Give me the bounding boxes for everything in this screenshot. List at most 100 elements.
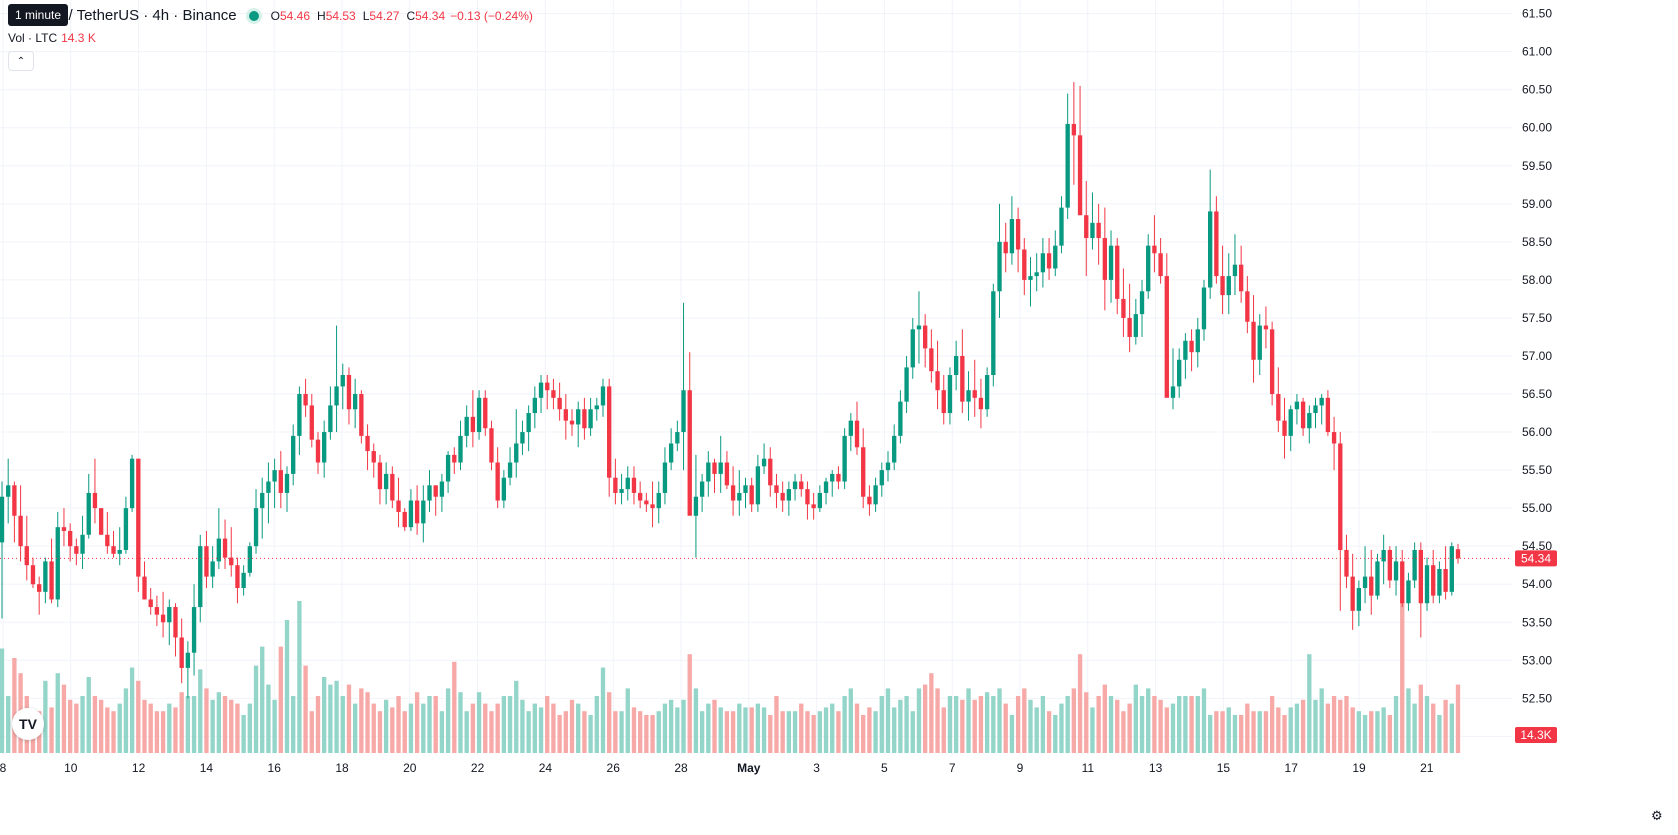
volume-bar [737, 703, 742, 753]
candle-body [1028, 276, 1033, 280]
candle-body [817, 492, 823, 509]
candle-body [799, 481, 804, 490]
volume-bar [1232, 715, 1238, 753]
candle-body [1257, 325, 1262, 360]
candle-body [1424, 565, 1430, 604]
volume-bar [545, 696, 550, 753]
candle-body [483, 397, 488, 429]
volume-bar [922, 684, 928, 753]
volume-bar [935, 688, 940, 753]
candle-body [1338, 443, 1343, 550]
volume-bar [377, 711, 383, 753]
candle-body [365, 435, 370, 452]
time-tick-label: 28 [674, 761, 688, 775]
volume-bar [1195, 696, 1200, 753]
volume-bar [1369, 711, 1374, 753]
volume-bar [142, 699, 147, 753]
volume-bar [1158, 699, 1163, 753]
volume-bar [879, 696, 884, 753]
candle-body [532, 397, 538, 414]
time-tick-label: 13 [1149, 761, 1163, 775]
time-tick-label: 8 [0, 761, 7, 775]
volume-bar [402, 711, 407, 753]
candle-body [1449, 546, 1454, 592]
price-tick-label: 55.50 [1522, 463, 1552, 477]
volume-bar [1282, 715, 1287, 753]
volume-bar [836, 711, 841, 753]
volume-bar [607, 692, 612, 753]
candle-body [805, 489, 810, 505]
candle-body [55, 527, 60, 600]
candle-body [600, 386, 606, 406]
candle-body [278, 470, 283, 493]
symbol-title[interactable]: n / TetherUS · 4h · Binance [56, 7, 237, 24]
last-price-label: 54.34 [1521, 551, 1551, 565]
volume-bar [718, 707, 723, 753]
volume-bar [210, 699, 215, 753]
volume-bar [997, 688, 1002, 753]
volume-bar [823, 707, 829, 753]
volume-bar [1201, 688, 1207, 753]
candle-body [910, 329, 915, 368]
last-volume-badge [1515, 727, 1557, 743]
volume-bar [1424, 696, 1430, 753]
volume-bar [80, 696, 85, 753]
candle-body [383, 473, 389, 490]
chevron-up-icon[interactable]: ⌃ [8, 51, 34, 71]
volume-bar [941, 707, 946, 753]
volume-bar [55, 673, 60, 753]
volume-bar [117, 703, 122, 753]
tradingview-logo[interactable]: TV [12, 708, 44, 740]
candle-body [730, 485, 736, 501]
candle-body [1053, 245, 1058, 269]
price-axis: 52.0052.5053.0053.5054.0054.5055.0055.50… [1522, 7, 1552, 744]
candle-body [811, 504, 816, 509]
candle-body [854, 420, 860, 448]
volume-bar [966, 688, 971, 753]
candle-body [396, 500, 401, 512]
candle-body [557, 397, 562, 410]
time-tick-label: 12 [132, 761, 146, 775]
candle-body [1046, 253, 1052, 269]
volume-bar [1257, 711, 1262, 753]
candle-body [241, 572, 246, 589]
candle-body [929, 348, 934, 372]
volume-bar [792, 711, 798, 753]
high-value: 54.53 [325, 8, 356, 23]
candle-body [563, 409, 568, 421]
volume-bar [1102, 684, 1108, 753]
volume-bar [576, 703, 581, 753]
gear-icon[interactable]: ⚙ [1651, 808, 1663, 823]
volume-bar [390, 707, 395, 753]
candle-body [1183, 340, 1188, 360]
volume-bar [396, 696, 401, 753]
candle-body [43, 561, 48, 592]
candle-body [873, 485, 878, 505]
candle-body [898, 401, 903, 436]
time-tick-label: 21 [1420, 761, 1434, 775]
price-tick-label: 61.00 [1522, 45, 1552, 59]
volume-bar [650, 715, 655, 753]
candle-body [1350, 576, 1355, 611]
candle-body [1344, 549, 1349, 577]
candle-body [1331, 432, 1337, 444]
candle-body [947, 375, 953, 414]
candle-body [693, 496, 699, 516]
candle-body [247, 546, 252, 573]
candle-body [1269, 329, 1275, 395]
volume-bar [916, 688, 922, 753]
volume-bar [991, 696, 996, 753]
candle-body [303, 394, 308, 406]
volume-bar [291, 696, 296, 753]
volume-legend[interactable]: Vol · LTC 14.3 K [8, 31, 96, 45]
volume-bar [749, 707, 754, 753]
candle-body [253, 508, 259, 547]
candle-body [18, 515, 23, 547]
volume-bar [761, 707, 767, 753]
volume-bars [0, 601, 1461, 753]
candle-body [582, 409, 587, 429]
candle-body [607, 386, 612, 478]
time-tick-label: 20 [403, 761, 417, 775]
candle-body [867, 496, 872, 505]
